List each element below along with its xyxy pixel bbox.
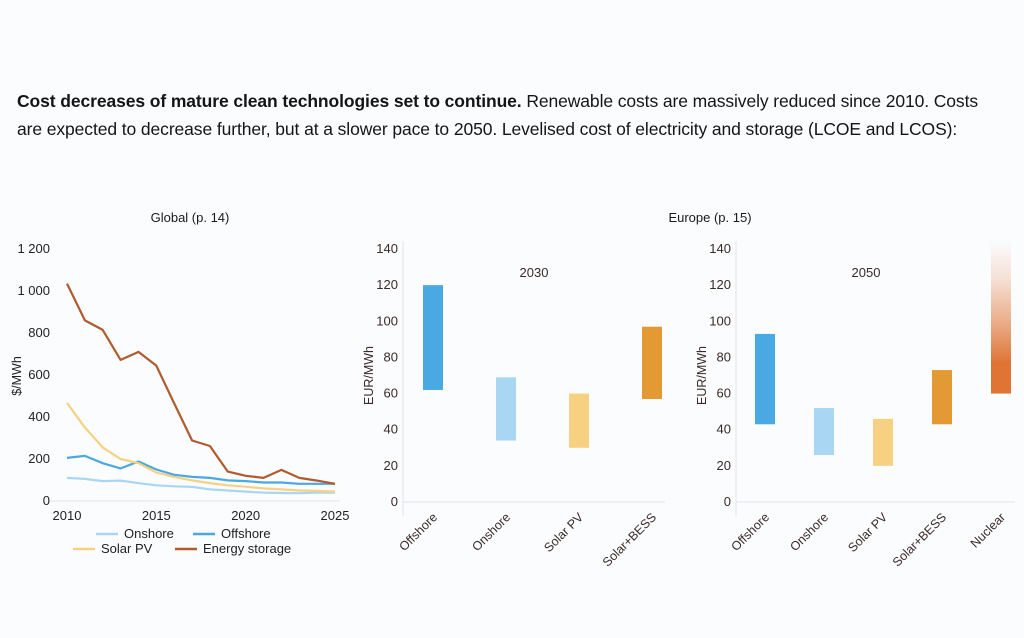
y-axis-label: $/MWh <box>10 356 24 396</box>
y-tick-label: 120 <box>376 277 398 292</box>
y-axis-label: EUR/MWh <box>695 346 709 405</box>
legend-label-offshore: Offshore <box>221 526 271 541</box>
caption: Cost decreases of mature clean technolog… <box>17 88 1007 143</box>
series-line-solar-pv <box>66 402 336 493</box>
y-tick-label: 20 <box>717 458 731 473</box>
y-tick-label: 600 <box>28 367 50 382</box>
y-tick-label: 200 <box>28 451 50 466</box>
y-tick-label: 40 <box>717 422 731 437</box>
x-tick-label: 2010 <box>53 508 82 523</box>
range-bar-solar-pv <box>569 393 589 448</box>
caption-text: Renewable costs are massively reduced si… <box>17 91 978 139</box>
y-tick-label: 60 <box>717 386 731 401</box>
y-tick-label: 400 <box>28 409 50 424</box>
legend-label-energy-storage: Energy storage <box>203 541 291 556</box>
x-category-label: Solar+BESS <box>890 510 949 569</box>
series-line-energy-storage <box>66 283 336 485</box>
range-bar-nuclear <box>991 239 1011 394</box>
y-tick-label: 100 <box>709 313 731 328</box>
y-tick-label: 1 200 <box>17 241 50 256</box>
caption-bold: Cost decreases of mature clean technolog… <box>17 91 522 111</box>
x-tick-label: 2025 <box>321 508 350 523</box>
range-bar-solar-bess <box>932 370 952 425</box>
europe-panel-title: Europe (p. 15) <box>668 210 752 225</box>
legend-label-onshore: Onshore <box>124 526 174 541</box>
y-tick-label: 0 <box>391 494 398 509</box>
year-annotation: 2050 <box>852 265 881 280</box>
y-tick-label: 80 <box>717 349 731 364</box>
range-bar-onshore <box>814 408 834 456</box>
y-tick-label: 20 <box>384 458 398 473</box>
global-panel-title: Global (p. 14) <box>150 210 230 225</box>
y-tick-label: 800 <box>28 325 50 340</box>
x-category-label: Offshore <box>728 510 772 554</box>
x-tick-label: 2020 <box>231 508 260 523</box>
series-line-onshore <box>66 476 335 495</box>
y-tick-label: 40 <box>384 422 398 437</box>
y-tick-label: 140 <box>376 241 398 256</box>
y-tick-label: 120 <box>709 277 731 292</box>
legend-label-solar-pv: Solar PV <box>101 541 153 556</box>
y-tick-label: 60 <box>384 386 398 401</box>
range-bar-solar-bess <box>642 326 662 399</box>
x-tick-label: 2015 <box>142 508 171 523</box>
y-tick-label: 140 <box>709 241 731 256</box>
x-category-label: Nuclear <box>968 510 1008 550</box>
range-bar-offshore <box>423 285 443 390</box>
y-axis-label: EUR/MWh <box>362 346 376 405</box>
range-bar-onshore <box>496 377 516 441</box>
y-tick-label: 80 <box>384 349 398 364</box>
x-category-label: Solar PV <box>845 510 890 555</box>
range-bar-offshore <box>755 333 775 425</box>
x-category-label: Onshore <box>787 510 831 554</box>
year-annotation: 2030 <box>520 265 549 280</box>
y-tick-label: 100 <box>376 313 398 328</box>
y-tick-label: 0 <box>43 493 50 508</box>
range-bar-solar-pv <box>873 418 893 466</box>
y-tick-label: 0 <box>724 494 731 509</box>
y-tick-label: 1 000 <box>17 283 50 298</box>
series-line-offshore <box>66 454 335 485</box>
